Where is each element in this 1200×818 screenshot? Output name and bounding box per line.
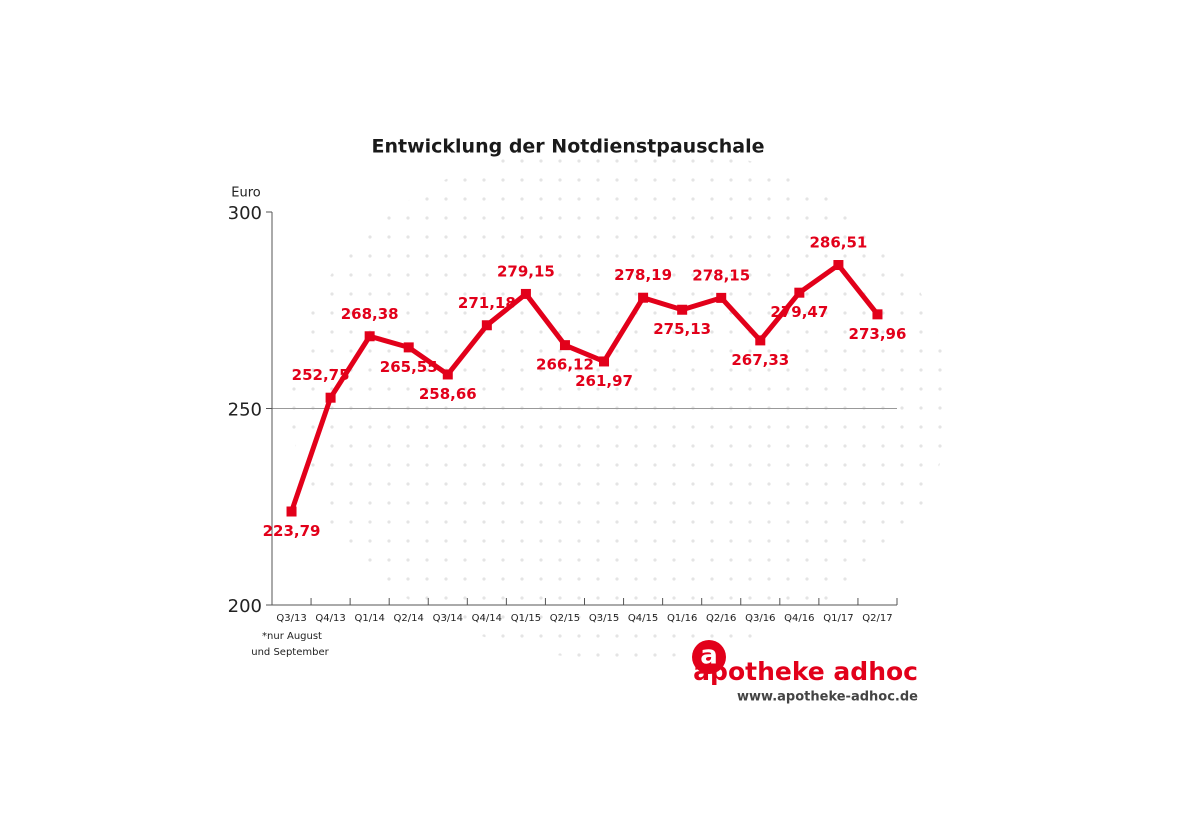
point bbox=[755, 335, 766, 346]
brand-name: apotheke adhoc bbox=[693, 657, 918, 686]
point bbox=[833, 260, 844, 271]
value-label: 268,38 bbox=[341, 305, 399, 323]
point bbox=[403, 342, 414, 353]
brand: a apotheke adhoc www.apotheke-adhoc.de bbox=[692, 640, 918, 705]
y-tick-label: 300 bbox=[228, 203, 262, 224]
point bbox=[325, 392, 336, 403]
x-tick-label: Q1/17 bbox=[823, 613, 853, 624]
x-tick-label: Q3/15 bbox=[589, 613, 619, 624]
x-tick-label: Q1/16 bbox=[667, 613, 697, 624]
brand-url: www.apotheke-adhoc.de bbox=[737, 690, 918, 705]
point bbox=[520, 288, 531, 299]
x-tick-label: Q3/13 bbox=[276, 613, 306, 624]
x-tick-label: Q3/14 bbox=[433, 613, 463, 624]
point bbox=[481, 320, 492, 331]
logo-badge bbox=[692, 640, 726, 674]
point bbox=[872, 309, 883, 320]
background-dots bbox=[290, 140, 950, 660]
point bbox=[599, 356, 610, 367]
value-label: 273,96 bbox=[849, 325, 907, 343]
point bbox=[794, 287, 805, 298]
value-label: 261,97 bbox=[575, 372, 633, 390]
value-label: 265,55 bbox=[380, 358, 438, 376]
x-tick-label: Q4/15 bbox=[628, 613, 658, 624]
x-tick-label: Q4/16 bbox=[784, 613, 814, 624]
value-label: 286,51 bbox=[809, 234, 867, 252]
value-label: 223,79 bbox=[263, 522, 321, 540]
value-label: 258,66 bbox=[419, 385, 477, 403]
x-tick-label: Q4/14 bbox=[472, 613, 502, 624]
value-label: 275,13 bbox=[653, 320, 711, 338]
point bbox=[364, 331, 375, 342]
point bbox=[677, 304, 688, 315]
x-tick-label: Q2/15 bbox=[550, 613, 580, 624]
footnote: *nur August bbox=[262, 631, 322, 642]
footnote: und September bbox=[251, 647, 329, 658]
y-axis-label: Euro bbox=[231, 186, 261, 201]
line bbox=[289, 262, 880, 513]
value-label: 267,33 bbox=[731, 351, 789, 369]
logo-letter: a bbox=[700, 641, 718, 671]
value-label: 278,15 bbox=[692, 266, 750, 284]
point bbox=[716, 292, 727, 303]
x-tick-label: Q2/16 bbox=[706, 613, 736, 624]
value-label: 279,47 bbox=[770, 303, 828, 321]
value-label: 278,19 bbox=[614, 266, 672, 284]
x-tick-label: Q3/16 bbox=[745, 613, 775, 624]
x-tick-label: Q1/15 bbox=[511, 613, 541, 624]
value-label: 271,18 bbox=[458, 294, 516, 312]
y-tick-label: 200 bbox=[228, 596, 262, 617]
x-tick-label: Q2/17 bbox=[862, 613, 892, 624]
chart-title: Entwicklung der Notdienstpauschale bbox=[371, 136, 764, 158]
value-label: 279,15 bbox=[497, 262, 555, 280]
point bbox=[638, 292, 649, 303]
point bbox=[286, 506, 297, 517]
x-tick-label: Q1/14 bbox=[354, 613, 384, 624]
point bbox=[559, 340, 570, 351]
value-label: 266,12 bbox=[536, 356, 594, 374]
value-label: 252,75 bbox=[292, 366, 350, 384]
y-tick-label: 250 bbox=[228, 400, 262, 421]
point bbox=[442, 369, 453, 380]
x-tick-label: Q4/13 bbox=[315, 613, 345, 624]
x-tick-label: Q2/14 bbox=[394, 613, 424, 624]
